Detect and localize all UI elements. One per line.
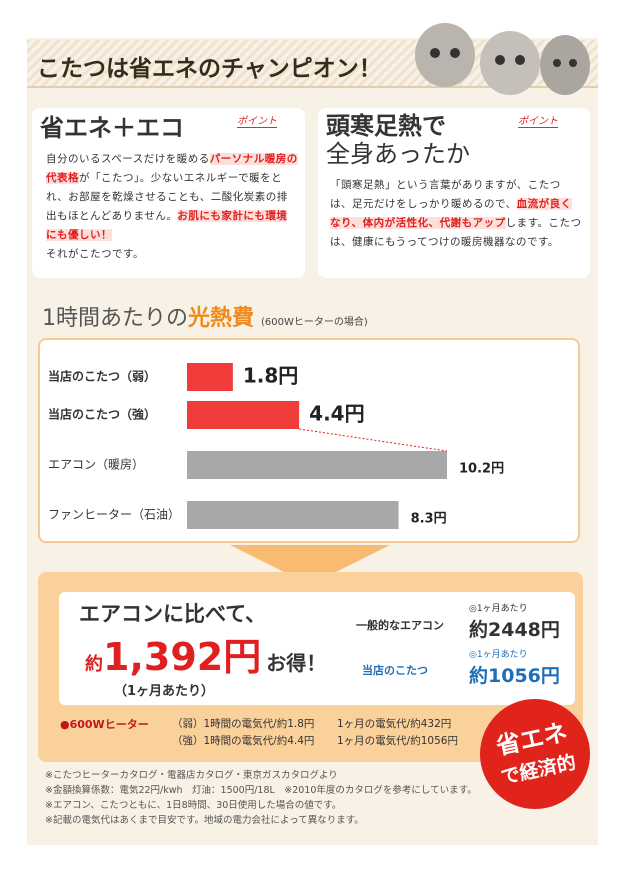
compare-label: 当店のこたつ [362,664,428,677]
heater-cell: 1ヶ月の電気代/約1056円 [337,735,458,747]
compare-price: 約2448円 [469,619,560,641]
notes: ※こたつヒーターカタログ・電器店カタログ・東京ガスカタログより ※金額換算係数：電… [45,768,477,828]
chart-subtitle: (600Wヒーターの場合) [261,317,368,328]
heater-cell: （強）1時間の電気代/約4.4円 [172,735,315,747]
category-label: ファンヒーター（石油） [48,508,180,522]
eco-badge: 省エネ で経済的 [480,699,590,809]
chart-title-part: 光熱費 [188,306,255,331]
point-badge: ポイント [518,112,558,128]
savings-amount-line: 約1,392円 お得！ [85,626,326,681]
savings-lead: エアコンに比べて、 [79,602,267,626]
point-box: 頭寒足熱で 全身あったか ポイント 「頭寒足熱」という言葉がありますが、こたつは… [318,108,590,278]
heater-title: ●600Wヒーター [60,718,149,731]
savings-period: （1ヶ月あたり） [114,684,215,699]
heater-cell: 1ヶ月の電気代/約432円 [337,718,452,730]
compare-price: 約1056円 [469,665,560,687]
point-badge: ポイント [237,112,277,128]
paragraph: 「頭寒足熱」という言葉がありますが、こたつは、足元だけをしっかり暖めるので、血流… [330,176,582,252]
category-label: 当店のこたつ（強） [48,407,156,422]
note: ※金額換算係数：電気22円/kwh 灯油：1500円/18L ※2010年度のカ… [45,785,477,796]
cats-illustration [415,23,590,95]
point-title: 頭寒足熱で [326,112,446,140]
text: 自分のいるスペースだけを暖める [46,153,210,165]
point-title: 全身あったか [326,140,470,168]
heater-table: （弱）1時間の電気代/約1.8円 1ヶ月の電気代/約432円 （強）1時間の電気代/… [172,716,487,750]
value-label: 10.2円 [459,462,504,477]
savings-prefix: 約 [85,654,103,675]
point-title: 省エネ＋エコ [40,114,184,142]
category-label: 当店のこたつ（弱） [48,369,156,384]
paragraph: 自分のいるスペースだけを暖めるパーソナル暖房の代表格が「こたつ」。少ないエネルギ… [46,150,298,245]
paragraph: それがこたつです。 [46,245,298,264]
point-box: 省エネ＋エコ ポイント 自分のいるスペースだけを暖めるパーソナル暖房の代表格が「… [32,108,305,278]
point-body: 「頭寒足熱」という言葉がありますが、こたつは、足元だけをしっかり暖めるので、血流… [330,176,582,252]
compare-label: 一般的なエアコン [356,619,444,632]
savings-suffix: お得！ [266,651,327,675]
value-label: 4.4円 [309,402,364,426]
heater-row: （弱）1時間の電気代/約1.8円 1ヶ月の電気代/約432円 [172,716,487,733]
text: それがこたつです。 [46,248,144,260]
note: ※記載の電気代はあくまで目安です。地域の電力会社によって異なります。 [45,815,364,826]
note: ※こたつヒーターカタログ・電器店カタログ・東京ガスカタログより [45,770,338,781]
chart-title: 1時間あたりの光熱費 (600Wヒーターの場合) [42,300,368,332]
text: します。こたつは、健康にもうってつけの暖房機器なのです。 [330,217,582,248]
value-label: 1.8円 [243,364,298,388]
compare-note: ◎1ヶ月あたり [469,604,528,614]
chart-box: 当店のこたつ（弱） 1.8円当店のこたつ（強） 4.4円エアコン（暖房） 10.2円フ… [38,338,580,543]
text: が「こたつ」。少ないエネルギーで暖をとれ、お部屋を乾燥させることも、二酸化炭素の… [46,172,288,222]
heater-cell: （弱）1時間の電気代/約1.8円 [172,718,315,730]
heater-row: （強）1時間の電気代/約4.4円 1ヶ月の電気代/約1056円 [172,733,487,750]
bar [187,501,399,529]
connector [299,428,448,452]
arrow [230,545,390,585]
point-body: 自分のいるスペースだけを暖めるパーソナル暖房の代表格が「こたつ」。少ないエネルギ… [46,150,298,264]
savings-inner: エアコンに比べて、 約1,392円 お得！ （1ヶ月あたり） 一般的なエアコン … [59,592,575,705]
bar [187,363,233,391]
bar [187,451,447,479]
header-title: こたつは省エネのチャンピオン！ [37,56,382,82]
chart-title-part: 1時間あたりの [42,306,188,331]
note: ※エアコン、こたつともに、1日8時間、30日使用した場合の値です。 [45,800,342,811]
value-label: 8.3円 [411,512,447,527]
savings-amount: 1,392円 [103,635,262,679]
compare-note: ◎1ヶ月あたり [469,650,528,660]
bar [187,401,300,429]
text: 「頭寒足熱」という言葉がありますが、こたつは、足元だけをしっかり暖めるので、 [330,179,561,210]
category-label: エアコン（暖房） [48,457,144,472]
